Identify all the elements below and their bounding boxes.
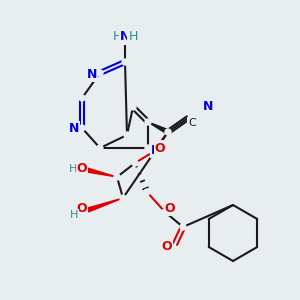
Text: H: H — [69, 164, 77, 174]
Circle shape — [79, 95, 85, 101]
Circle shape — [150, 149, 156, 155]
Text: N: N — [151, 143, 161, 157]
Text: O: O — [77, 202, 87, 215]
Circle shape — [165, 129, 171, 135]
Polygon shape — [86, 168, 117, 177]
Text: H: H — [128, 29, 138, 43]
Text: O: O — [165, 202, 175, 214]
Text: N: N — [120, 31, 130, 44]
Circle shape — [114, 174, 120, 180]
Circle shape — [122, 59, 128, 65]
Circle shape — [145, 145, 151, 151]
Text: C: C — [188, 118, 196, 128]
Circle shape — [180, 224, 186, 230]
Circle shape — [145, 119, 151, 125]
Text: O: O — [162, 241, 172, 254]
Circle shape — [130, 104, 136, 110]
Text: N: N — [87, 68, 97, 80]
Circle shape — [132, 160, 138, 166]
Circle shape — [120, 195, 126, 201]
Polygon shape — [148, 122, 169, 134]
Circle shape — [97, 70, 103, 76]
Circle shape — [97, 145, 103, 151]
Polygon shape — [87, 198, 123, 212]
Circle shape — [79, 125, 85, 131]
Circle shape — [124, 132, 130, 138]
Text: O: O — [155, 142, 165, 154]
Text: N: N — [203, 100, 213, 113]
Text: O: O — [77, 163, 87, 176]
Text: N: N — [69, 122, 79, 136]
Text: H: H — [70, 210, 78, 220]
Circle shape — [162, 209, 168, 215]
Text: H: H — [112, 29, 122, 43]
Circle shape — [144, 189, 150, 195]
